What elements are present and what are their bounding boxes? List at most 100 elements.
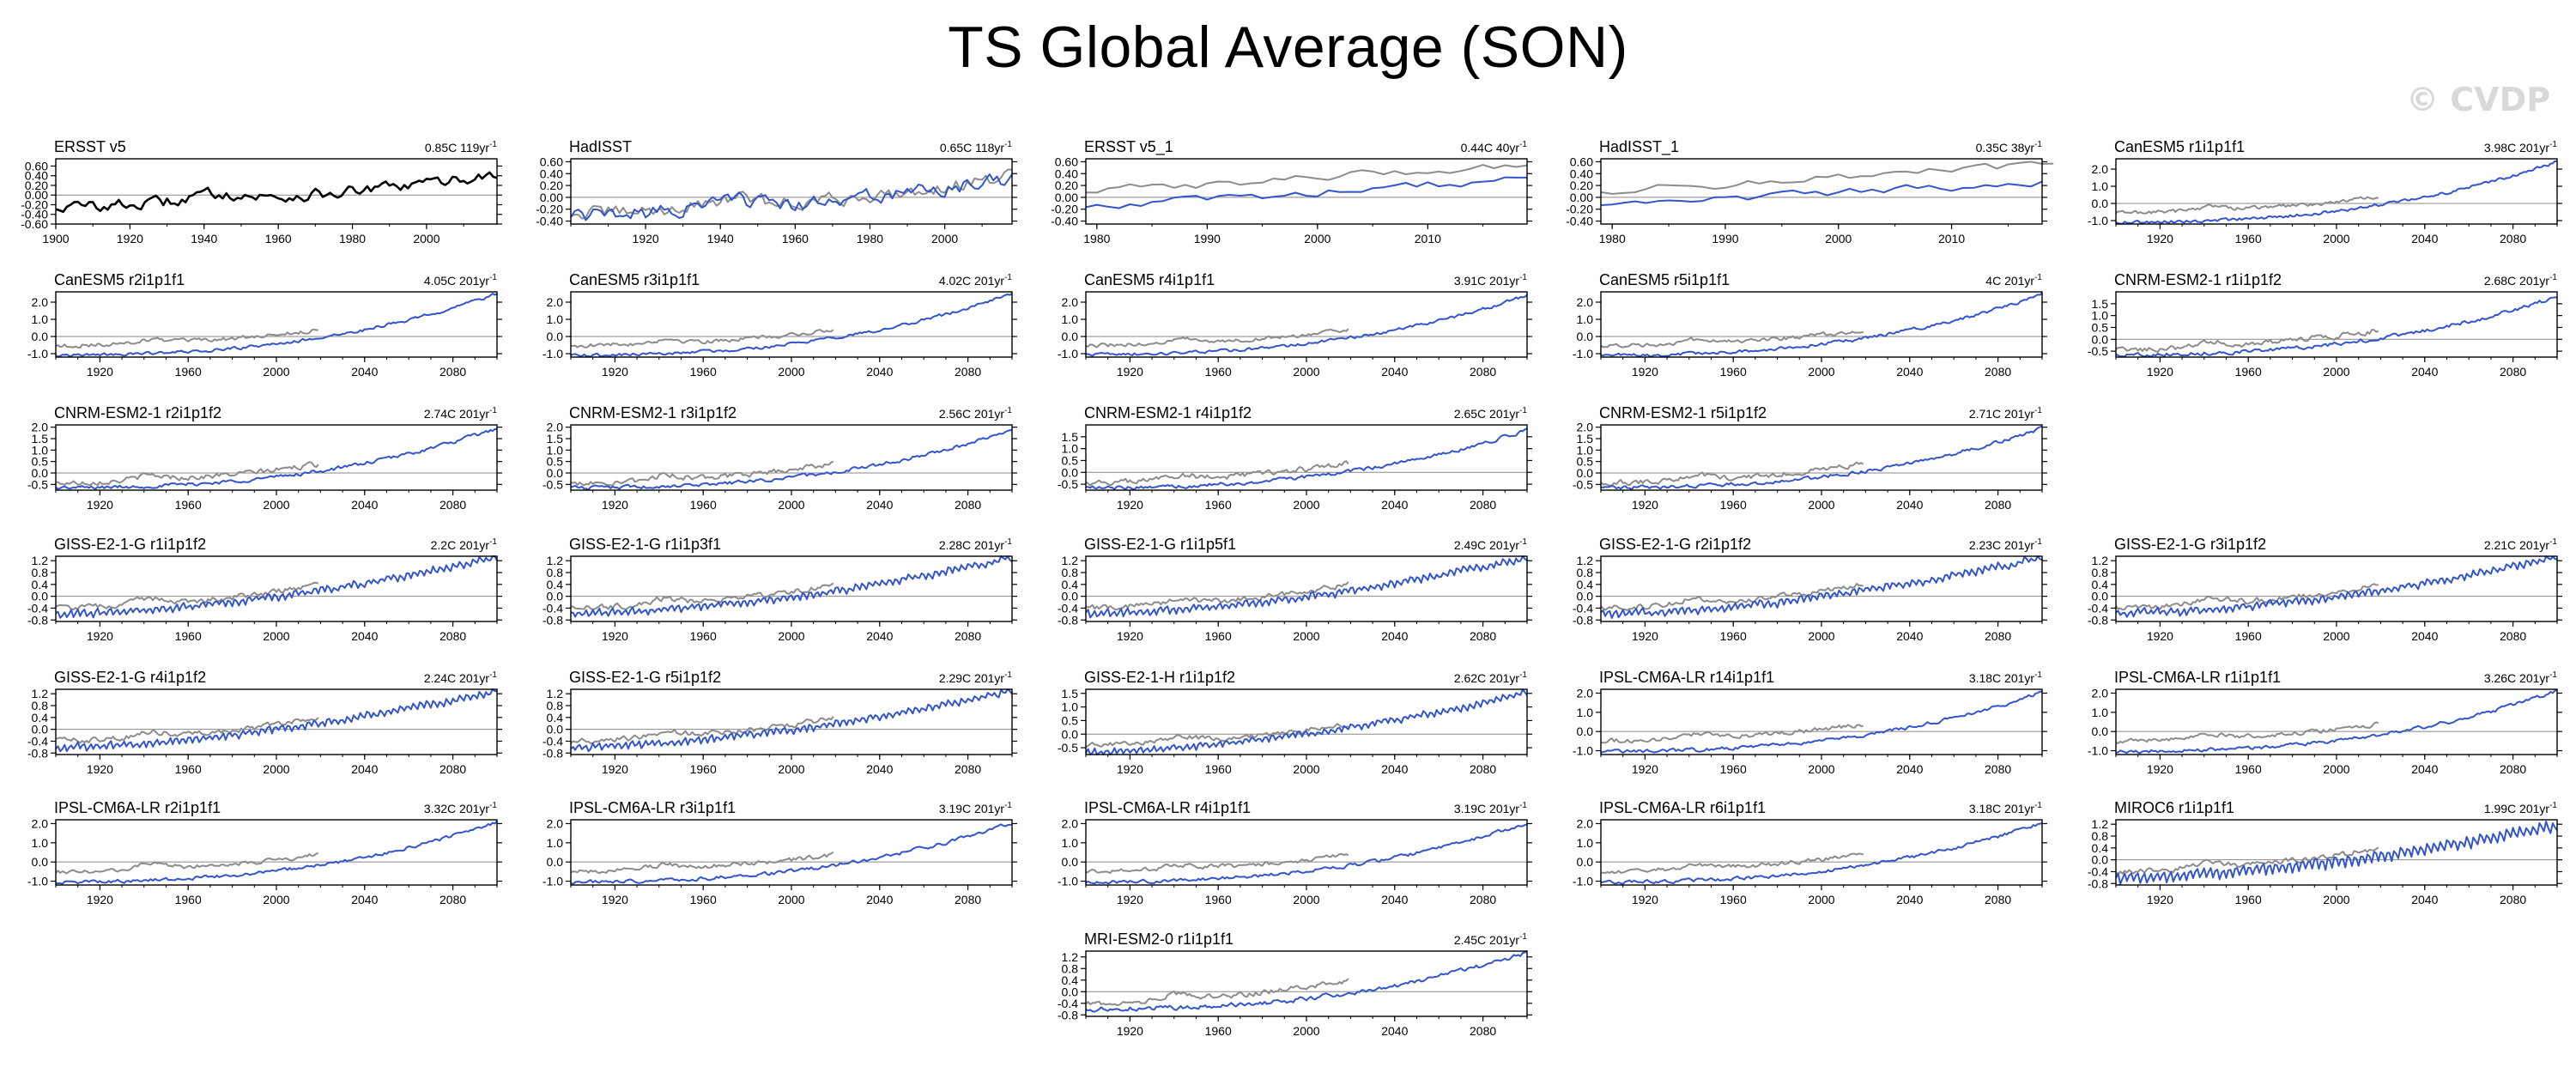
panel-title: GISS-E2-1-G r2i1p1f2 bbox=[1599, 536, 1751, 553]
x-tick-label: 1960 bbox=[1205, 629, 1232, 643]
x-tick-label: 2000 bbox=[1293, 762, 1319, 776]
panel-30: MRI-ESM2-0 r1i1p1f1 2.45C 201yr-1 1920 1960… bbox=[1058, 931, 1532, 1038]
trend-label: 0.44C 40yr-1 bbox=[1461, 140, 1528, 155]
trend-label: 3.18C 201yr-1 bbox=[1969, 801, 2043, 815]
panel-title: GISS-E2-1-G r4i1p1f2 bbox=[54, 669, 206, 686]
panel-24: IPSL-CM6A-LR r1i1p1f1 3.26C 201yr-1 1920 19… bbox=[2088, 669, 2562, 776]
x-tick-label: 2000 bbox=[778, 762, 804, 776]
x-tick-label: 2040 bbox=[1381, 365, 1408, 379]
y-tick-label: 1.2 bbox=[1577, 554, 1594, 567]
series-line-obs_ref bbox=[570, 460, 834, 487]
series-line-model bbox=[1600, 425, 2043, 490]
x-tick-label: 2040 bbox=[866, 762, 893, 776]
y-tick-label: -0.5 bbox=[542, 477, 563, 491]
x-tick-label: 1960 bbox=[690, 629, 717, 643]
y-tick-label: -0.4 bbox=[27, 734, 48, 748]
y-tick-label: 0.5 bbox=[547, 455, 564, 469]
series-line-model bbox=[570, 429, 1013, 491]
x-tick-label: 2000 bbox=[778, 365, 804, 379]
x-tick-label: 2040 bbox=[351, 498, 378, 512]
x-tick-label: 2000 bbox=[263, 762, 289, 776]
plot-frame bbox=[55, 819, 498, 886]
x-tick-label: 1920 bbox=[602, 893, 628, 906]
x-tick-label: 2040 bbox=[1381, 893, 1408, 906]
x-tick-label: 1960 bbox=[265, 232, 292, 246]
x-tick-label: 2040 bbox=[1896, 629, 1923, 643]
x-tick-label: 1920 bbox=[2147, 232, 2173, 246]
panel-13: CNRM-ESM2-1 r4i1p1f2 2.65C 201yr-1 1920 196… bbox=[1058, 404, 1532, 512]
x-tick-label: 1980 bbox=[857, 232, 883, 246]
x-tick-label: 2080 bbox=[1985, 893, 2011, 906]
trend-label: 3.19C 201yr-1 bbox=[939, 801, 1013, 815]
y-tick-label: 2.0 bbox=[1577, 421, 1594, 434]
x-tick-label: 1960 bbox=[2235, 893, 2262, 906]
series-line-model bbox=[2115, 160, 2558, 225]
y-tick-label: 1.2 bbox=[547, 687, 564, 700]
panel-22: GISS-E2-1-H r1i1p1f2 2.62C 201yr-1 1920 196… bbox=[1058, 669, 1532, 776]
series-line-obs_ref bbox=[55, 717, 319, 744]
panel-11: CNRM-ESM2-1 r2i1p1f2 2.74C 201yr-1 1920 196… bbox=[27, 404, 502, 512]
series-line-model bbox=[570, 555, 1013, 618]
y-tick-label: 0.4 bbox=[2092, 841, 2109, 855]
x-tick-label: 1920 bbox=[602, 629, 628, 643]
panel-title: HadISST bbox=[569, 138, 632, 155]
y-tick-label: -0.8 bbox=[542, 613, 563, 627]
y-tick-label: 0.20 bbox=[1570, 179, 1593, 192]
trend-label: 2.49C 201yr-1 bbox=[1454, 537, 1528, 552]
plot-frame bbox=[1085, 819, 1528, 886]
y-tick-label: 0.8 bbox=[32, 699, 49, 712]
x-tick-label: 2000 bbox=[1293, 498, 1319, 512]
panel-title: GISS-E2-1-G r1i1p1f2 bbox=[54, 536, 206, 553]
y-tick-label: 0.4 bbox=[32, 711, 49, 724]
x-tick-label: 2000 bbox=[2323, 629, 2349, 643]
y-tick-label: 0.0 bbox=[547, 330, 564, 343]
y-tick-label: 0.4 bbox=[1062, 973, 1079, 987]
x-tick-label: 2040 bbox=[1381, 629, 1408, 643]
trend-label: 3.98C 201yr-1 bbox=[2484, 140, 2558, 155]
y-tick-label: 0.8 bbox=[1062, 961, 1079, 975]
series-line-model bbox=[570, 293, 1013, 358]
y-tick-label: -0.20 bbox=[536, 203, 563, 216]
plot-frame bbox=[570, 819, 1013, 886]
y-tick-label: 0.0 bbox=[1062, 985, 1079, 998]
y-tick-label: 0.4 bbox=[1062, 578, 1079, 591]
plot-frame bbox=[1085, 291, 1528, 358]
y-tick-label: 0.8 bbox=[32, 566, 49, 579]
trend-label: 3.32C 201yr-1 bbox=[424, 801, 498, 815]
x-tick-label: 1920 bbox=[87, 365, 113, 379]
panel-19: GISS-E2-1-G r3i1p1f2 2.21C 201yr-1 1920 196… bbox=[2088, 536, 2562, 643]
y-tick-label: -1.0 bbox=[542, 875, 563, 888]
x-tick-label: 2000 bbox=[778, 629, 804, 643]
y-tick-label: 1.5 bbox=[32, 432, 49, 446]
y-tick-label: -0.5 bbox=[1058, 741, 1078, 755]
y-tick-label: 0.60 bbox=[1570, 155, 1593, 168]
x-tick-label: 1990 bbox=[1712, 232, 1738, 246]
series-line-model bbox=[2115, 555, 2558, 618]
x-tick-label: 2040 bbox=[866, 365, 893, 379]
panel-25: IPSL-CM6A-LR r2i1p1f1 3.32C 201yr-1 1920 19… bbox=[27, 799, 502, 906]
series-line-obs_ref bbox=[1085, 978, 1349, 1006]
x-tick-label: 1960 bbox=[1720, 498, 1747, 512]
panel-26: IPSL-CM6A-LR r3i1p1f1 3.19C 201yr-1 1920 19… bbox=[542, 799, 1017, 906]
x-tick-label: 2000 bbox=[1808, 762, 1834, 776]
series-line-model bbox=[55, 293, 498, 358]
series-line-model bbox=[1600, 180, 2043, 206]
x-tick-label: 1920 bbox=[633, 232, 659, 246]
series-line-obs_ref bbox=[570, 851, 834, 875]
x-tick-label: 2080 bbox=[1470, 365, 1496, 379]
panel-20: GISS-E2-1-G r4i1p1f2 2.24C 201yr-1 1920 196… bbox=[27, 669, 502, 776]
x-tick-label: 2000 bbox=[1825, 232, 1852, 246]
y-tick-label: 2.0 bbox=[1062, 816, 1079, 830]
panel-16: GISS-E2-1-G r1i1p3f1 2.28C 201yr-1 1920 196… bbox=[542, 536, 1017, 643]
y-tick-label: -0.8 bbox=[542, 746, 563, 760]
panel-title: IPSL-CM6A-LR r14i1p1f1 bbox=[1599, 669, 1774, 686]
x-tick-label: 2080 bbox=[1985, 498, 2011, 512]
panel-29: MIROC6 r1i1p1f1 1.99C 201yr-1 1920 1960 2000… bbox=[2088, 799, 2562, 906]
series-line-model bbox=[2115, 296, 2558, 358]
panel-5: CanESM5 r1i1p1f1 3.98C 201yr-1 1920 1960 200… bbox=[2088, 138, 2562, 246]
panel-10: CNRM-ESM2-1 r1i1p1f2 2.68C 201yr-1 1920 196… bbox=[2088, 271, 2562, 379]
y-tick-label: 1.0 bbox=[547, 443, 564, 457]
x-tick-label: 1960 bbox=[175, 365, 202, 379]
y-tick-label: 1.0 bbox=[32, 443, 49, 457]
series-line-model bbox=[570, 688, 1013, 753]
